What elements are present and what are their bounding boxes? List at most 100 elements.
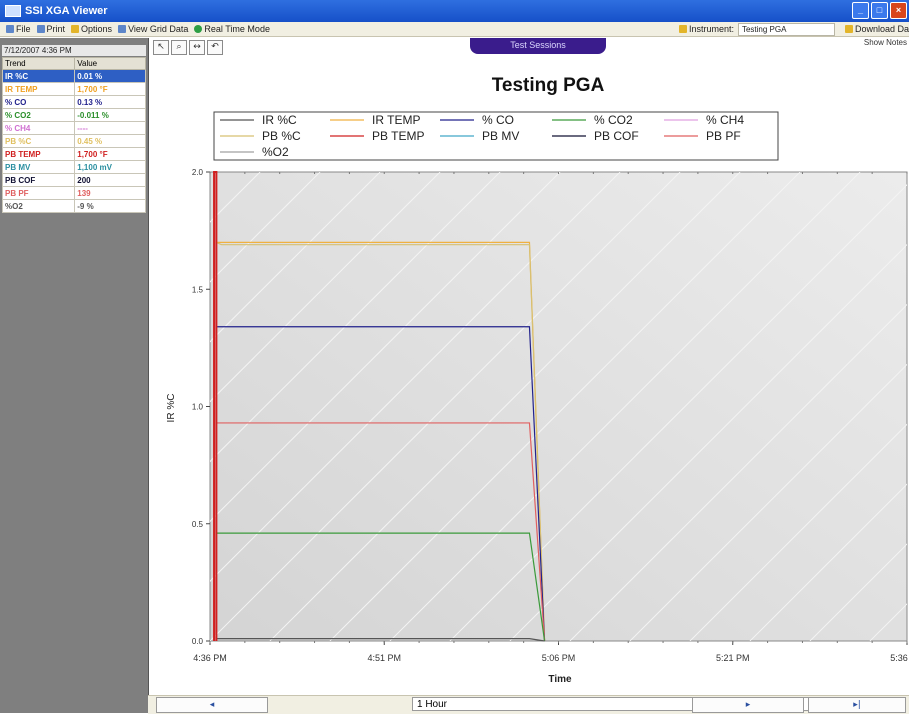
trend-row[interactable]: %O2 -9 % xyxy=(1,199,146,213)
trend-name: PB MV xyxy=(1,160,76,174)
trend-row[interactable]: % CO2 -0.011 % xyxy=(1,108,146,122)
options-button[interactable]: Options xyxy=(71,24,112,34)
instrument-select[interactable]: Testing PGA xyxy=(737,22,835,36)
print-button[interactable]: Print xyxy=(36,24,66,34)
legend-label: %O2 xyxy=(262,145,289,159)
trend-value: 0.01 % xyxy=(74,69,146,83)
y-tick-label: 1.5 xyxy=(192,285,204,294)
series-lines xyxy=(213,171,546,642)
grid-icon xyxy=(118,25,127,33)
print-icon xyxy=(36,25,45,33)
trend-row[interactable]: PB MV 1,100 mV xyxy=(1,160,146,174)
file-menu[interactable]: File xyxy=(6,24,31,34)
y-axis-label: IR %C xyxy=(166,394,177,423)
trend-chart[interactable]: Testing PGA IR %C IR TEMP % CO % CO2 % CH4 PB… xyxy=(150,56,909,694)
stripe-line xyxy=(809,543,907,641)
trend-row[interactable]: PB COF 200 xyxy=(1,173,146,187)
y-tick-label: 1.0 xyxy=(192,403,204,412)
stripe-line xyxy=(449,184,907,641)
pan-tool-icon[interactable]: ↔ xyxy=(189,40,205,55)
app-icon xyxy=(5,5,21,17)
trend-name: PB %C xyxy=(1,134,76,148)
trend-value: 139 xyxy=(74,186,146,200)
legend-label: PB MV xyxy=(482,129,519,143)
stripe-line xyxy=(569,304,907,641)
trend-value: 1,700 °F xyxy=(74,82,146,96)
maximize-button[interactable]: □ xyxy=(871,2,888,19)
trend-name: IR TEMP xyxy=(1,82,76,96)
trend-value: 200 xyxy=(74,173,146,187)
trend-header: Trend xyxy=(1,57,76,70)
y-tick-label: 2.0 xyxy=(192,168,204,177)
pointer-tool-icon[interactable]: ↖ xyxy=(153,40,169,55)
series-line xyxy=(215,638,545,642)
zoom-tool-icon[interactable]: ⌕ xyxy=(171,40,187,55)
toolbar: File Print Options View Grid Data Real T… xyxy=(0,22,909,37)
next-period-button[interactable]: ▸ xyxy=(692,697,804,713)
trend-row[interactable]: PB TEMP 1,700 °F xyxy=(1,147,146,161)
close-button[interactable]: × xyxy=(890,2,907,19)
last-period-button[interactable]: ▸| xyxy=(808,697,906,713)
axis-ticks: 0.0 0.5 1.0 1.5 2.0 4:36 PM 4:51 PM 5:06 PM 5:21… xyxy=(192,168,909,663)
trend-value: ---- xyxy=(74,121,146,135)
trend-value: -9 % xyxy=(74,199,146,213)
series-line xyxy=(215,532,546,642)
trend-row[interactable]: % CH4 ---- xyxy=(1,121,146,135)
legend-label: PB TEMP xyxy=(372,129,424,143)
trend-value: 0.13 % xyxy=(74,95,146,109)
stripe-line xyxy=(210,172,381,343)
trend-row[interactable]: PB PF 139 xyxy=(1,186,146,200)
view-grid-data-button[interactable]: View Grid Data xyxy=(118,24,188,34)
tab-test-sessions[interactable]: Test Sessions xyxy=(470,38,606,54)
options-label: Options xyxy=(81,24,113,34)
x-tick-label: 5:36 PM xyxy=(890,653,909,663)
legend-label: IR %C xyxy=(262,113,297,127)
x-tick-label: 5:06 PM xyxy=(542,653,576,663)
trend-name: % CH4 xyxy=(1,121,76,135)
trend-value: 0.45 % xyxy=(74,134,146,148)
undo-zoom-icon[interactable]: ↶ xyxy=(207,40,223,55)
legend-label: % CO2 xyxy=(594,113,633,127)
time-navigation-bar: ◂ 1 Hour ▼ ▸ ▸| xyxy=(148,695,909,714)
stripe-line xyxy=(509,244,907,641)
instrument-icon xyxy=(678,25,687,33)
trend-name: PB PF xyxy=(1,186,76,200)
series-line xyxy=(215,326,546,642)
print-label: Print xyxy=(46,24,66,34)
options-icon xyxy=(71,25,80,33)
trend-name: PB COF xyxy=(1,173,76,187)
download-button[interactable]: Download Da xyxy=(844,24,909,34)
stripe-line xyxy=(629,363,907,641)
stripe-line xyxy=(210,172,441,403)
stripe-line xyxy=(749,483,907,641)
trend-row[interactable]: PB %C 0.45 % xyxy=(1,134,146,148)
trend-row[interactable]: IR %C 0.01 % xyxy=(1,69,146,83)
window-titlebar: SSI XGA Viewer _ □ × xyxy=(0,0,909,22)
trend-table: Trend Value IR %C 0.01 % IR TEMP 1,700 °F% … xyxy=(1,57,146,213)
time-range-value: 1 Hour xyxy=(417,699,448,710)
legend-label: PB %C xyxy=(262,129,301,143)
panel-datetime: 7/12/2007 4:36 PM xyxy=(2,45,146,56)
series-line xyxy=(215,241,546,642)
real-time-mode-button[interactable]: Real Time Mode xyxy=(194,24,270,34)
series-line xyxy=(213,171,218,641)
trend-value: -0.011 % xyxy=(74,108,146,122)
trend-name: % CO2 xyxy=(1,108,76,122)
trend-row[interactable]: IR TEMP 1,700 °F xyxy=(1,82,146,96)
stripe-line xyxy=(269,172,741,641)
file-label: File xyxy=(16,24,31,34)
trend-name: % CO xyxy=(1,95,76,109)
show-notes-link[interactable]: Show Notes xyxy=(863,38,907,47)
stripe-line xyxy=(389,172,861,641)
stripe-line xyxy=(329,172,801,641)
chart-title: Testing PGA xyxy=(492,75,605,96)
chart-legend: IR %C IR TEMP % CO % CO2 % CH4 PB %C PB TEMP PB… xyxy=(213,111,779,161)
legend-label: PB PF xyxy=(706,129,741,143)
trend-name: IR %C xyxy=(1,69,76,83)
minimize-button[interactable]: _ xyxy=(852,2,869,19)
legend-label: IR TEMP xyxy=(372,113,420,127)
trend-panel: 7/12/2007 4:36 PM Trend Value IR %C 0.01 … xyxy=(0,38,149,713)
toolbar-right: Instrument: Testing PGA Download Da xyxy=(673,22,909,36)
previous-period-button[interactable]: ◂ xyxy=(156,697,268,713)
trend-row[interactable]: % CO 0.13 % xyxy=(1,95,146,109)
